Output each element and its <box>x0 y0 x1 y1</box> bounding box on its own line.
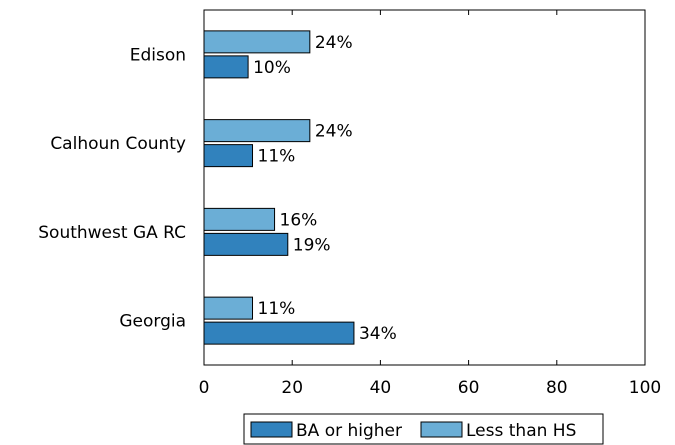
x-tick-label-0: 0 <box>199 378 210 398</box>
legend: BA or higher Less than HS <box>243 413 604 445</box>
category-labels: Edison Calhoun County Southwest GA RC Georg… <box>38 45 186 331</box>
data-label-less-than-hs-georgia: 11% <box>258 299 296 319</box>
category-label-georgia: Georgia <box>119 312 186 332</box>
bar-less-than-hs-edison <box>203 30 311 54</box>
data-label-less-than-hs-edison: 24% <box>315 33 353 53</box>
bar-ba-or-higher-southwest-ga-rc <box>203 232 289 256</box>
category-label-southwest-ga-rc: Southwest GA RC <box>38 223 186 243</box>
x-tick-label-80: 80 <box>546 378 568 398</box>
data-label-ba-or-higher-edison: 10% <box>253 58 291 78</box>
bar-less-than-hs-calhoun-county <box>203 119 311 143</box>
data-label-less-than-hs-southwest-ga-rc: 16% <box>280 210 318 230</box>
legend-label-less-than-hs: Less than HS <box>466 421 576 441</box>
plot-frame <box>203 9 646 366</box>
bar-less-than-hs-georgia <box>203 296 254 320</box>
category-label-edison: Edison <box>130 45 186 65</box>
x-tick-label-60: 60 <box>458 378 480 398</box>
bars-group: 24% 10% 24% 11% 16% 19% 11% 34% <box>203 30 397 345</box>
legend-swatch-less-than-hs <box>420 421 463 438</box>
data-label-ba-or-higher-southwest-ga-rc: 19% <box>293 235 331 255</box>
x-tick-label-20: 20 <box>281 378 303 398</box>
category-label-calhoun-county: Calhoun County <box>50 134 186 154</box>
x-tick-label-100: 100 <box>629 378 661 398</box>
bar-ba-or-higher-calhoun-county <box>203 144 254 168</box>
x-axis-ticks: 0 20 40 60 80 100 <box>199 10 661 398</box>
data-label-less-than-hs-calhoun-county: 24% <box>315 122 353 142</box>
bar-ba-or-higher-georgia <box>203 321 355 345</box>
x-tick-label-40: 40 <box>370 378 392 398</box>
bar-ba-or-higher-edison <box>203 55 249 79</box>
data-label-ba-or-higher-georgia: 34% <box>359 324 397 344</box>
data-label-ba-or-higher-calhoun-county: 11% <box>258 147 296 167</box>
bar-less-than-hs-southwest-ga-rc <box>203 207 276 231</box>
legend-swatch-ba-or-higher <box>250 421 293 438</box>
legend-label-ba-or-higher: BA or higher <box>296 421 402 441</box>
